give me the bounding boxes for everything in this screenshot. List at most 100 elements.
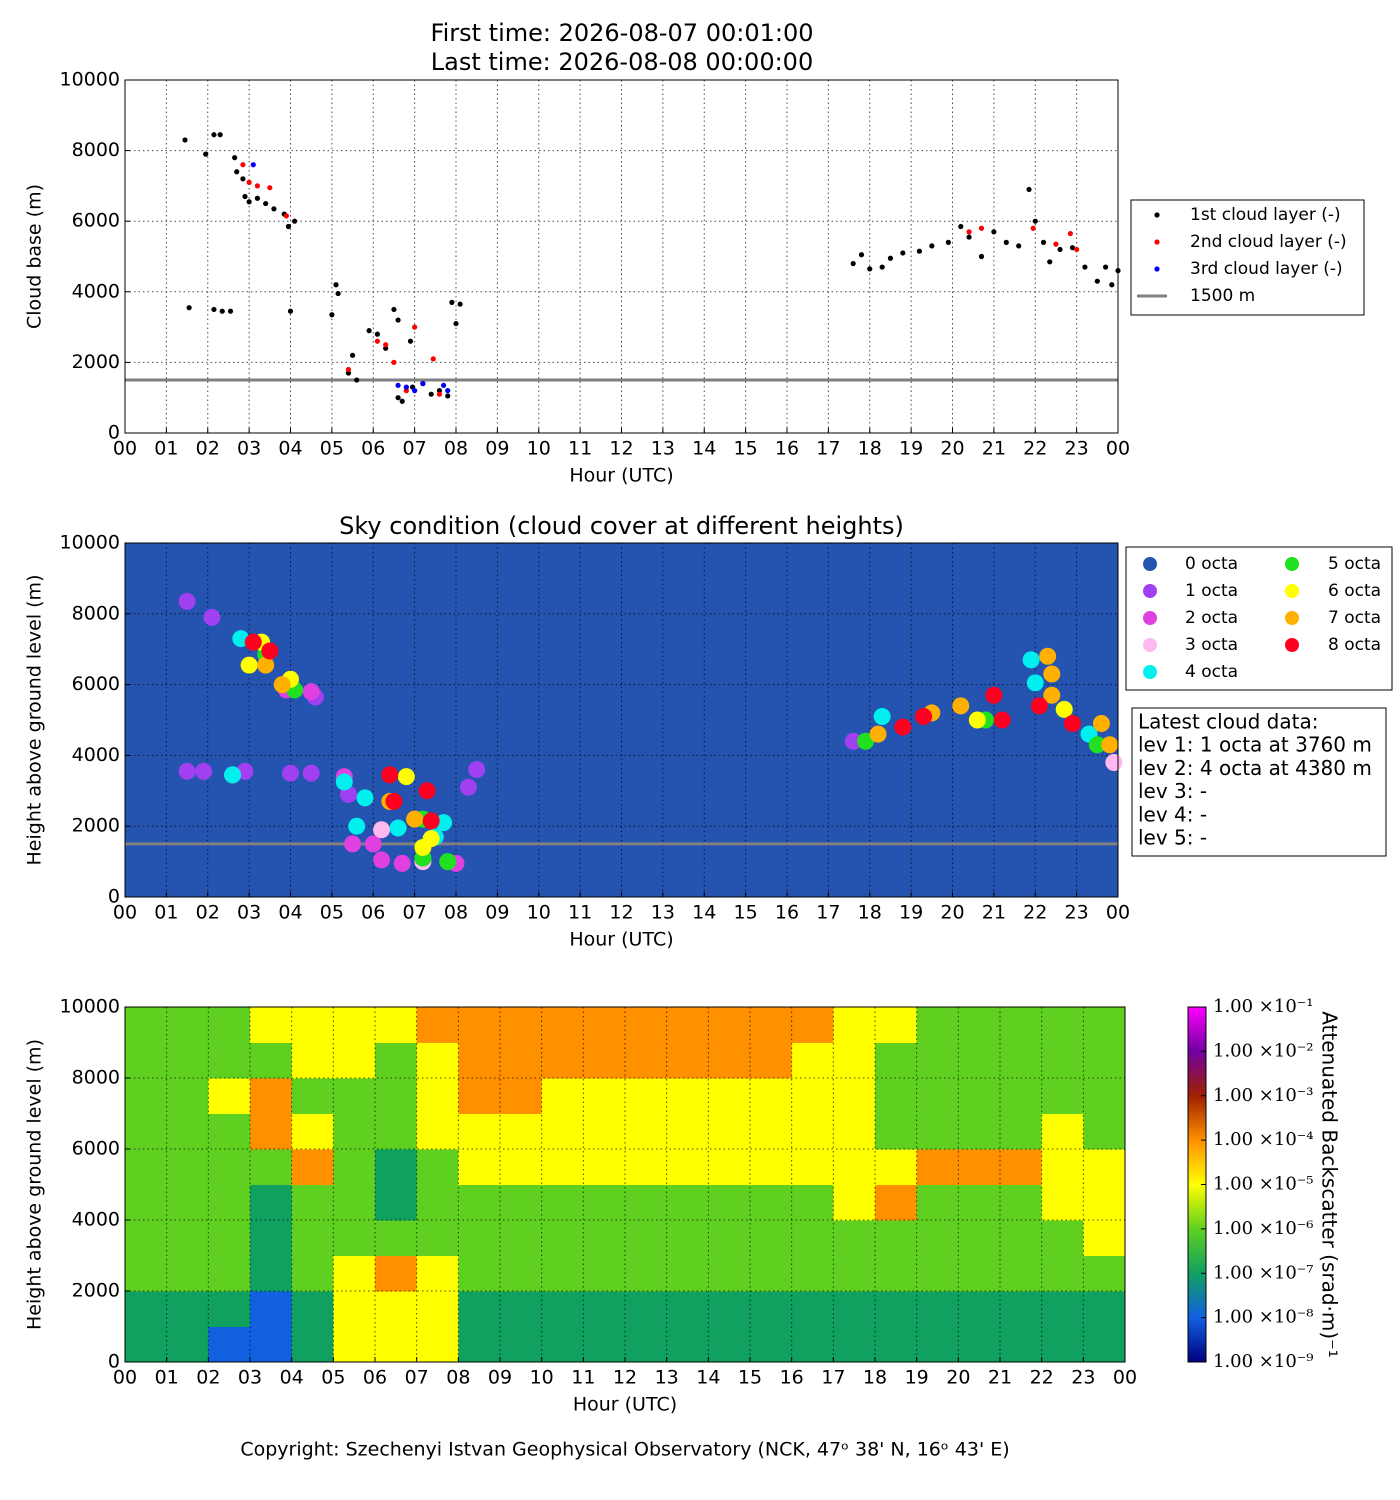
x-tick-label: 01 [155, 1367, 179, 1389]
data-point [449, 299, 455, 305]
x-tick-label: 01 [154, 902, 178, 924]
copyright: Copyright: Szechenyi Istvan Geophysical … [240, 1439, 1009, 1461]
legend-marker [1285, 584, 1299, 598]
heat-cell [250, 1326, 293, 1363]
heat-cell [625, 1326, 668, 1363]
heat-cell [1041, 1255, 1084, 1292]
heat-cell [875, 1113, 918, 1150]
data-point [267, 185, 273, 191]
legend-label: 1500 m [1190, 286, 1255, 306]
data-point [178, 762, 196, 780]
data-point [385, 792, 403, 810]
heat-cell [166, 1149, 209, 1185]
heat-cell [583, 1291, 626, 1327]
heat-cell [291, 1078, 334, 1114]
heat-cell [583, 1220, 626, 1256]
legend-label: 3 octa [1185, 635, 1238, 655]
heat-cell [750, 1007, 793, 1043]
heat-cell [1041, 1113, 1084, 1150]
heat-cell [916, 1220, 959, 1256]
data-point [453, 320, 459, 327]
data-point [217, 132, 223, 138]
heat-cell [416, 1149, 459, 1185]
data-point [430, 356, 436, 362]
heat-cell [1000, 1149, 1043, 1185]
heat-cell [916, 1042, 959, 1079]
heat-cell [1083, 1007, 1126, 1043]
heat-cell [625, 1255, 668, 1292]
heat-cell [166, 1113, 209, 1150]
data-point [1026, 674, 1044, 692]
heat-cell [416, 1007, 459, 1043]
data-point [240, 176, 246, 182]
y-tick-label: 0 [108, 886, 120, 908]
heat-cell [666, 1113, 709, 1150]
data-point [395, 317, 401, 323]
data-point [246, 179, 252, 185]
heat-cell [791, 1113, 834, 1150]
heat-cell [750, 1078, 793, 1114]
data-point [894, 718, 912, 736]
heat-cell [416, 1184, 459, 1221]
x-tick-label: 05 [320, 438, 344, 460]
heat-cell [1000, 1291, 1043, 1327]
colorbar-tick-label: 1.00 ×10⁻⁸ [1213, 1307, 1314, 1328]
x-tick-label: 14 [692, 438, 716, 460]
data-point [399, 398, 405, 404]
heat-cell [333, 1220, 376, 1256]
heat-cell [791, 1149, 834, 1185]
legend-marker [1143, 584, 1157, 598]
heat-cell [750, 1220, 793, 1256]
heat-cell [125, 1007, 168, 1043]
heat-cell [541, 1113, 584, 1150]
x-tick-label: 10 [530, 1367, 554, 1389]
heat-cell [750, 1255, 793, 1292]
heat-cell [208, 1291, 251, 1327]
heat-cell [708, 1042, 751, 1079]
heat-cell [333, 1007, 376, 1043]
heat-cell [250, 1184, 293, 1221]
heat-cell [583, 1007, 626, 1043]
data-point [1047, 259, 1053, 265]
heat-cell [583, 1184, 626, 1221]
x-tick-label: 00 [113, 1367, 137, 1389]
data-point [1092, 715, 1110, 733]
data-point [929, 243, 935, 249]
x-tick-label: 10 [527, 438, 551, 460]
heat-cell [500, 1220, 543, 1256]
data-point [844, 732, 862, 750]
heat-cell [208, 1255, 251, 1292]
data-point [182, 137, 188, 143]
x-tick-label: 08 [446, 1367, 470, 1389]
heat-cell [1000, 1078, 1043, 1114]
heat-cell [166, 1291, 209, 1327]
heat-cell [875, 1184, 918, 1221]
heat-cell [125, 1220, 168, 1256]
heat-cell [916, 1291, 959, 1327]
x-axis-label: Hour (UTC) [569, 465, 673, 487]
x-tick-label: 18 [858, 902, 882, 924]
data-point [1053, 241, 1059, 247]
data-point [900, 250, 906, 256]
data-point [1022, 651, 1040, 669]
data-point [850, 260, 856, 267]
heat-cell [916, 1184, 959, 1221]
data-point [335, 773, 353, 791]
heat-cell [125, 1255, 168, 1292]
x-tick-label: 11 [568, 902, 592, 924]
heat-cell [291, 1255, 334, 1292]
heat-cell [583, 1078, 626, 1114]
x-tick-label: 20 [946, 1367, 970, 1389]
data-point [250, 162, 256, 168]
heat-cell [291, 1220, 334, 1256]
heat-cell [458, 1255, 501, 1292]
heat-cell [541, 1078, 584, 1114]
heat-cell [458, 1326, 501, 1363]
data-point [952, 697, 970, 715]
heat-cell [1041, 1291, 1084, 1327]
data-point [1057, 246, 1063, 253]
heat-cell [291, 1291, 334, 1327]
chart-title: Sky condition (cloud cover at different … [339, 512, 904, 540]
legend-label: 6 octa [1328, 581, 1381, 601]
data-point [254, 195, 260, 201]
